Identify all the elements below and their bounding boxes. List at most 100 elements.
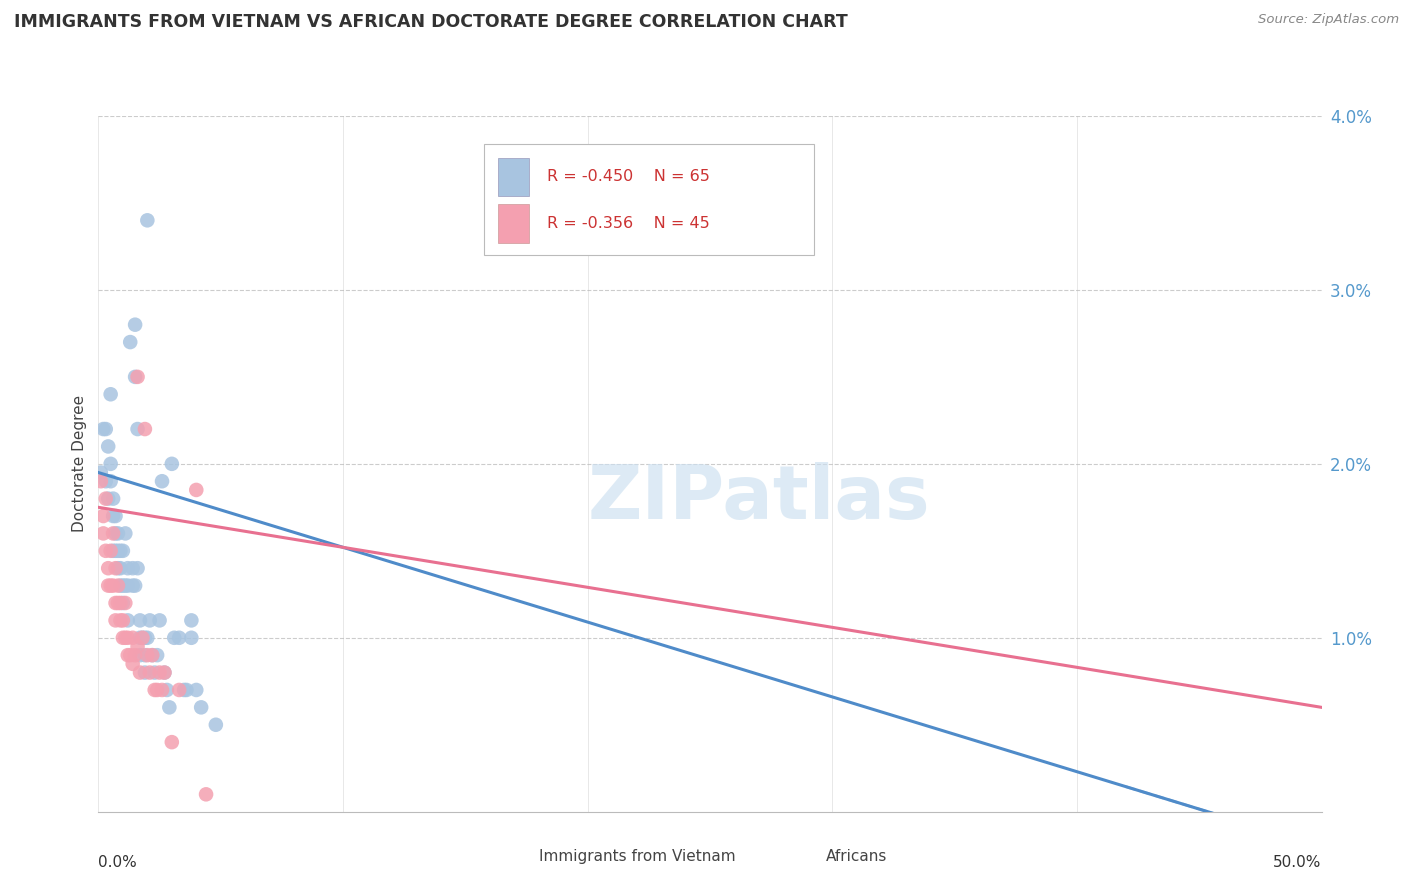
Bar [790, 843, 817, 870]
Text: Africans: Africans [827, 849, 887, 864]
Point [100, 457, 122, 471]
Point [134, 422, 156, 436]
Point [121, 579, 143, 593]
Point [141, 648, 163, 662]
Point [110, 614, 132, 628]
Point [110, 561, 132, 575]
Point [97, 491, 120, 506]
Bar [502, 843, 529, 870]
Point [136, 631, 159, 645]
Point [195, 788, 218, 801]
Point [97, 561, 120, 575]
Bar [498, 204, 529, 243]
Point [180, 614, 202, 628]
Point [91, 526, 114, 541]
Point [101, 526, 124, 541]
Point [129, 614, 152, 628]
Point [205, 717, 228, 731]
Point [91, 422, 114, 436]
Point [94, 544, 117, 558]
Point [120, 648, 142, 662]
Point [107, 561, 129, 575]
Point [94, 475, 117, 489]
Point [121, 561, 143, 575]
Point [97, 440, 120, 454]
Point [127, 640, 149, 654]
Point [124, 369, 146, 384]
Point [190, 700, 212, 714]
Point [107, 596, 129, 610]
Point [117, 561, 139, 575]
Text: 0.0%: 0.0% [98, 855, 138, 871]
Text: R = -0.450    N = 65: R = -0.450 N = 65 [547, 169, 710, 184]
Y-axis label: Doctorate Degree: Doctorate Degree [72, 395, 87, 533]
Point [141, 648, 163, 662]
Point [107, 544, 129, 558]
Point [104, 596, 127, 610]
Point [100, 579, 122, 593]
Point [104, 526, 127, 541]
Point [121, 657, 143, 671]
Text: Immigrants from Vietnam: Immigrants from Vietnam [538, 849, 735, 864]
Point [107, 526, 129, 541]
Point [124, 318, 146, 332]
Point [121, 631, 143, 645]
Point [97, 579, 120, 593]
Point [91, 508, 114, 523]
Point [127, 422, 149, 436]
Point [173, 683, 195, 698]
Point [163, 631, 186, 645]
Point [176, 683, 198, 698]
Point [104, 544, 127, 558]
Point [104, 561, 127, 575]
Point [90, 475, 112, 489]
Point [111, 631, 134, 645]
Point [111, 579, 134, 593]
Point [150, 683, 173, 698]
Point [90, 466, 112, 480]
Point [100, 387, 122, 401]
Point [94, 422, 117, 436]
Point [100, 544, 122, 558]
Point [139, 614, 162, 628]
Point [167, 683, 190, 698]
Point [120, 334, 142, 349]
Point [100, 475, 122, 489]
Point [114, 579, 136, 593]
Point [153, 665, 176, 680]
Bar [498, 158, 529, 196]
Point [104, 614, 127, 628]
Point [127, 561, 149, 575]
Point [134, 665, 156, 680]
Point [157, 700, 180, 714]
Point [101, 579, 124, 593]
Bar [484, 144, 814, 255]
Point [160, 735, 183, 749]
Point [110, 579, 132, 593]
Text: Source: ZipAtlas.com: Source: ZipAtlas.com [1258, 13, 1399, 27]
Point [150, 475, 173, 489]
Point [136, 213, 159, 227]
Point [111, 544, 134, 558]
Text: ZIPatlas: ZIPatlas [588, 462, 931, 535]
Point [146, 648, 169, 662]
Point [101, 491, 124, 506]
Point [129, 665, 152, 680]
Point [124, 648, 146, 662]
Point [149, 614, 172, 628]
Point [180, 631, 202, 645]
Point [117, 579, 139, 593]
Point [156, 683, 179, 698]
Point [134, 648, 156, 662]
Point [131, 631, 153, 645]
Point [117, 648, 139, 662]
Point [186, 483, 208, 497]
Point [114, 596, 136, 610]
Point [139, 665, 162, 680]
Point [186, 683, 208, 698]
Point [104, 508, 127, 523]
Point [117, 614, 139, 628]
Point [167, 631, 190, 645]
Point [153, 665, 176, 680]
Point [110, 544, 132, 558]
